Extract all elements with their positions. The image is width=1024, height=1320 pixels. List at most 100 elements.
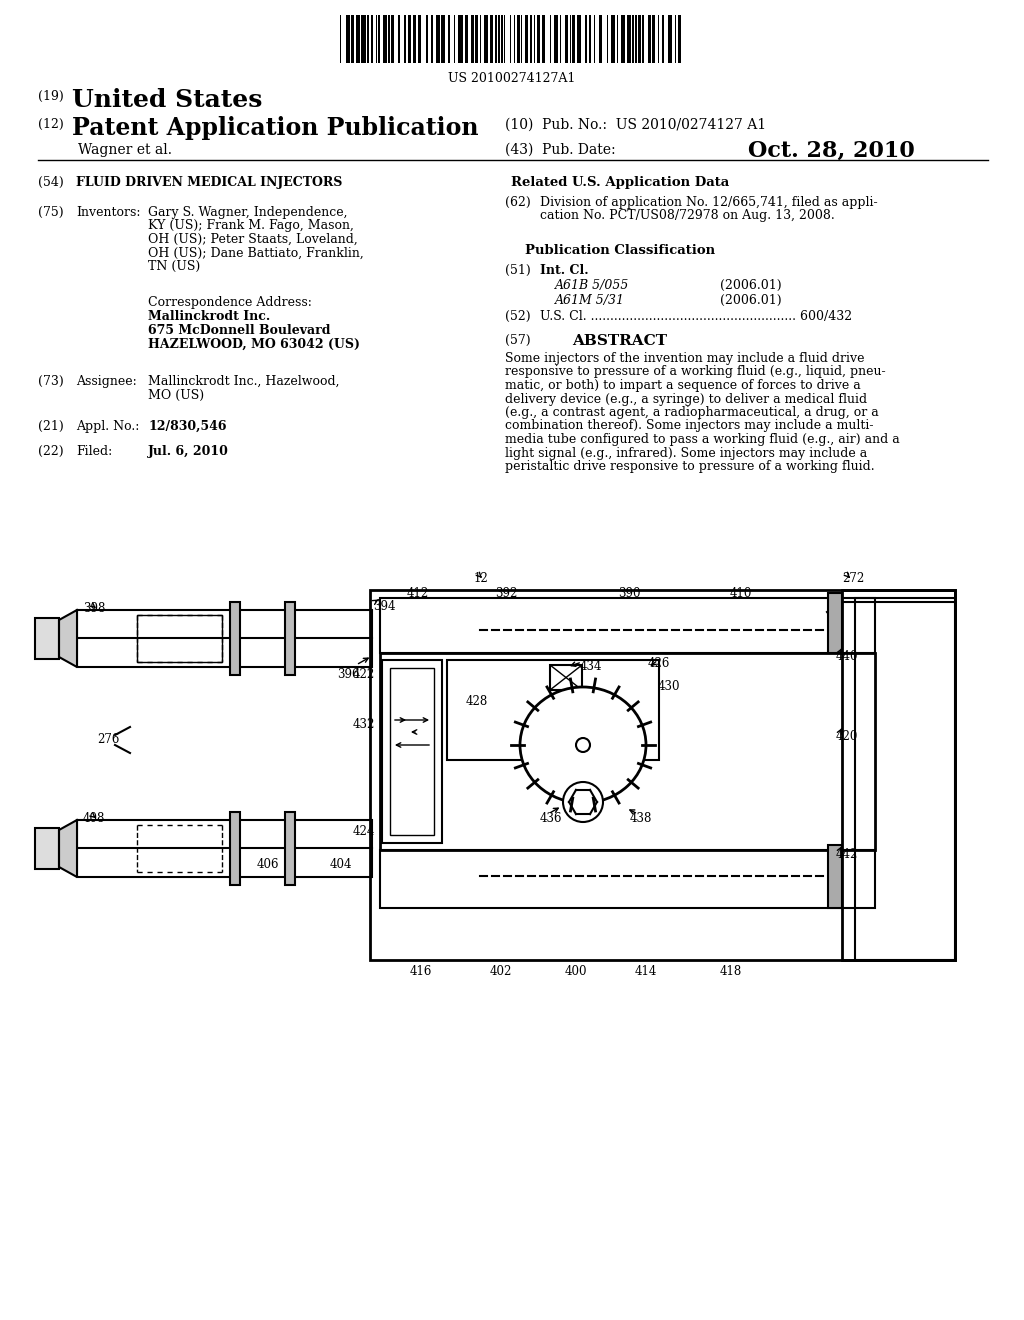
Bar bbox=[361, 15, 366, 63]
Text: 404: 404 bbox=[330, 858, 352, 871]
Text: 410: 410 bbox=[730, 587, 753, 601]
Bar bbox=[537, 15, 540, 63]
Text: 400: 400 bbox=[565, 965, 588, 978]
Circle shape bbox=[575, 738, 590, 752]
Text: U.S. Cl. ..................................................... 600/432: U.S. Cl. ...............................… bbox=[540, 310, 852, 323]
Polygon shape bbox=[59, 610, 77, 667]
Bar bbox=[137, 615, 222, 663]
Text: 416: 416 bbox=[410, 965, 432, 978]
Bar bbox=[447, 660, 659, 760]
Bar bbox=[675, 15, 677, 63]
Text: (57): (57) bbox=[505, 334, 530, 347]
Bar bbox=[372, 15, 373, 63]
Text: 418: 418 bbox=[720, 965, 742, 978]
Text: matic, or both) to impart a sequence of forces to drive a: matic, or both) to impart a sequence of … bbox=[505, 379, 861, 392]
Polygon shape bbox=[59, 820, 77, 876]
Bar bbox=[842, 590, 955, 960]
Text: responsive to pressure of a working fluid (e.g., liquid, pneu-: responsive to pressure of a working flui… bbox=[505, 366, 886, 379]
Bar bbox=[668, 15, 672, 63]
Bar bbox=[828, 593, 842, 653]
Text: media tube configured to pass a working fluid (e.g., air) and a: media tube configured to pass a working … bbox=[505, 433, 900, 446]
Bar bbox=[35, 828, 59, 869]
Bar bbox=[388, 15, 390, 63]
Bar bbox=[504, 15, 506, 63]
Text: A61M 5/31: A61M 5/31 bbox=[555, 294, 625, 308]
Bar bbox=[479, 15, 481, 63]
Bar bbox=[419, 15, 421, 63]
Bar bbox=[616, 15, 618, 63]
Bar bbox=[355, 15, 360, 63]
Text: combination thereof). Some injectors may include a multi-: combination thereof). Some injectors may… bbox=[505, 420, 873, 433]
Bar bbox=[496, 15, 497, 63]
Bar bbox=[380, 653, 874, 850]
Bar bbox=[652, 15, 655, 63]
Bar bbox=[380, 598, 874, 653]
Text: Assignee:: Assignee: bbox=[76, 375, 137, 388]
Bar bbox=[599, 15, 602, 63]
Bar bbox=[572, 15, 575, 63]
Bar bbox=[501, 15, 503, 63]
Bar bbox=[466, 15, 468, 63]
Bar bbox=[441, 15, 445, 63]
Bar bbox=[404, 15, 406, 63]
Bar bbox=[379, 15, 380, 63]
Text: 440: 440 bbox=[836, 649, 858, 663]
Text: cation No. PCT/US08/72978 on Aug. 13, 2008.: cation No. PCT/US08/72978 on Aug. 13, 20… bbox=[540, 210, 835, 223]
Text: Division of application No. 12/665,741, filed as appli-: Division of application No. 12/665,741, … bbox=[540, 195, 878, 209]
Text: ABSTRACT: ABSTRACT bbox=[572, 334, 668, 348]
Text: 408: 408 bbox=[83, 812, 105, 825]
Bar bbox=[475, 15, 478, 63]
Bar bbox=[391, 15, 394, 63]
Bar bbox=[77, 610, 372, 667]
Text: Int. Cl.: Int. Cl. bbox=[540, 264, 589, 277]
Bar bbox=[594, 15, 595, 63]
Bar bbox=[409, 15, 412, 63]
Text: 392: 392 bbox=[495, 587, 517, 601]
Text: United States: United States bbox=[72, 88, 262, 112]
Bar bbox=[642, 15, 644, 63]
Text: peristaltic drive responsive to pressure of a working fluid.: peristaltic drive responsive to pressure… bbox=[505, 459, 874, 473]
Text: 394: 394 bbox=[373, 601, 395, 612]
Text: KY (US); Frank M. Fago, Mason,: KY (US); Frank M. Fago, Mason, bbox=[148, 219, 354, 232]
Text: 436: 436 bbox=[540, 812, 562, 825]
Bar bbox=[510, 15, 511, 63]
Bar bbox=[230, 602, 240, 675]
Text: delivery device (e.g., a syringe) to deliver a medical fluid: delivery device (e.g., a syringe) to del… bbox=[505, 392, 867, 405]
Bar bbox=[489, 15, 493, 63]
Text: (21): (21) bbox=[38, 420, 63, 433]
Bar bbox=[484, 15, 488, 63]
Bar bbox=[435, 15, 439, 63]
Bar bbox=[499, 15, 500, 63]
Text: Some injectors of the invention may include a fluid drive: Some injectors of the invention may incl… bbox=[505, 352, 864, 366]
Bar bbox=[678, 15, 681, 63]
Bar bbox=[648, 15, 651, 63]
Text: 406: 406 bbox=[257, 858, 280, 871]
Text: OH (US); Dane Battiato, Franklin,: OH (US); Dane Battiato, Franklin, bbox=[148, 247, 364, 260]
Bar bbox=[521, 15, 522, 63]
Text: 390: 390 bbox=[618, 587, 640, 601]
Text: (2006.01): (2006.01) bbox=[720, 294, 781, 308]
Text: (10)  Pub. No.:  US 2010/0274127 A1: (10) Pub. No.: US 2010/0274127 A1 bbox=[505, 117, 766, 132]
Bar bbox=[606, 15, 608, 63]
Text: Publication Classification: Publication Classification bbox=[525, 244, 715, 257]
Text: 12: 12 bbox=[474, 572, 488, 585]
Bar bbox=[638, 15, 641, 63]
Bar bbox=[285, 602, 295, 675]
Text: Wagner et al.: Wagner et al. bbox=[78, 143, 172, 157]
Text: Gary S. Wagner, Independence,: Gary S. Wagner, Independence, bbox=[148, 206, 347, 219]
Bar bbox=[383, 15, 387, 63]
Text: (19): (19) bbox=[38, 90, 63, 103]
Bar bbox=[525, 15, 528, 63]
Text: 276: 276 bbox=[97, 733, 120, 746]
Bar bbox=[367, 15, 369, 63]
Text: MO (US): MO (US) bbox=[148, 388, 204, 401]
Bar bbox=[380, 850, 874, 908]
Bar bbox=[828, 845, 842, 908]
Bar bbox=[346, 15, 350, 63]
Text: 272: 272 bbox=[842, 572, 864, 585]
Bar bbox=[285, 812, 295, 884]
Text: Mallinckrodt Inc., Hazelwood,: Mallinckrodt Inc., Hazelwood, bbox=[148, 375, 340, 388]
Text: 424: 424 bbox=[353, 825, 376, 838]
Bar bbox=[517, 15, 519, 63]
Text: Inventors:: Inventors: bbox=[76, 206, 140, 219]
